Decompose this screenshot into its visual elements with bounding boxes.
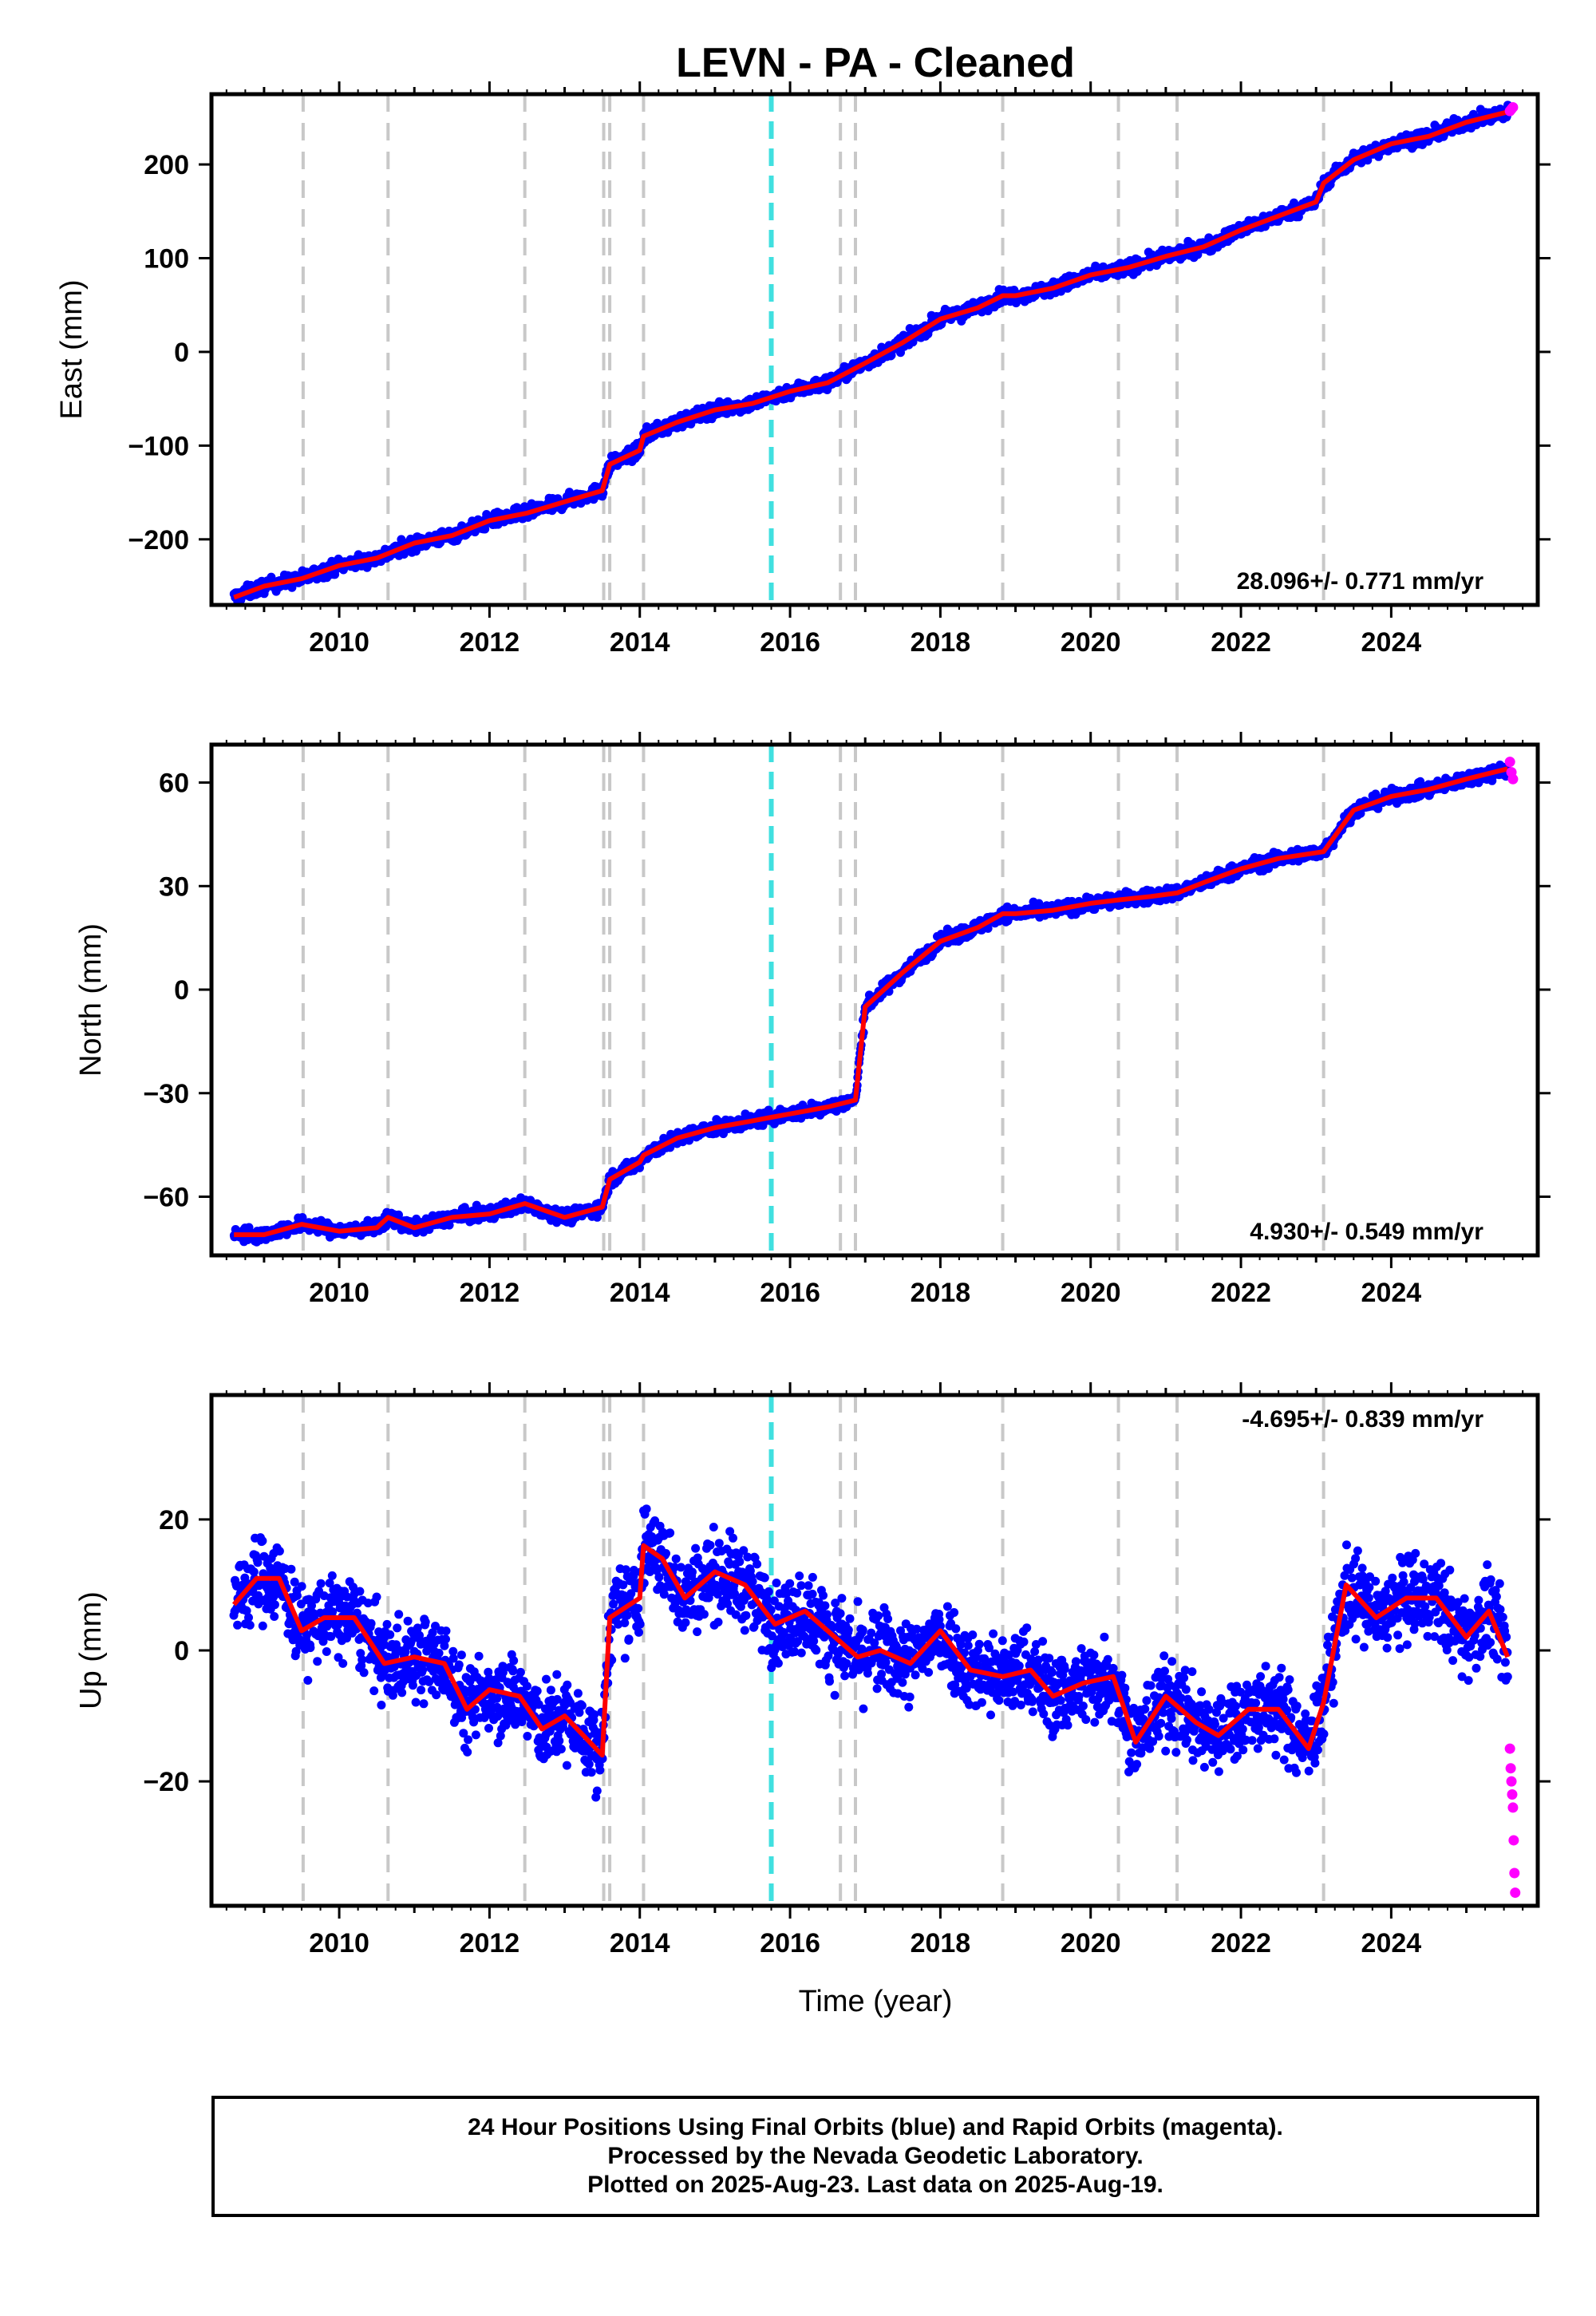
final-orbit-point <box>325 1579 334 1588</box>
panel-up: 2010 2012 2014 2016 2018 2020 2022 2024−20020Up… <box>74 1382 1551 1958</box>
final-orbit-point <box>394 1210 403 1219</box>
rapid-orbit-point <box>1507 773 1519 785</box>
x-tick-label: 2010 <box>309 627 369 658</box>
x-tick-label: 2012 <box>460 1278 520 1308</box>
x-tick-label: 2022 <box>1211 1278 1271 1308</box>
y-tick-label: −100 <box>128 431 189 461</box>
y-tick-label: 60 <box>159 769 189 799</box>
x-tick-label: 2020 <box>1061 627 1121 658</box>
y-tick-label: 100 <box>144 244 189 275</box>
panel-north: 2010 2012 2014 2016 2018 2020 2022 2024 −60 −30 0 3… <box>74 732 1551 1308</box>
plot-frame <box>209 742 1540 1258</box>
final-orbit-point <box>258 1536 267 1546</box>
final-orbit-point <box>233 1620 243 1630</box>
x-tick-label: 2018 <box>911 627 971 658</box>
final-orbit-point <box>302 1630 311 1640</box>
rate-label: 28.096+/- 0.771 mm/yr <box>1237 568 1484 595</box>
final-orbit-point <box>258 1621 267 1630</box>
y-tick-label: −60 <box>143 1182 189 1212</box>
y-tick-label: 0 <box>174 338 189 368</box>
y-tick-label: 30 <box>159 871 189 902</box>
plot-area <box>229 94 1519 605</box>
final-orbit-point <box>270 1600 279 1610</box>
x-tick-label: 2024 <box>1361 627 1422 658</box>
final-orbit-point <box>306 1643 315 1653</box>
final-orbit-point <box>259 1551 269 1561</box>
y-tick-label: 0 <box>174 975 189 1006</box>
final-orbit-point <box>270 1612 279 1621</box>
plot-area <box>229 745 1519 1255</box>
x-tick-label: 2020 <box>1061 1278 1121 1308</box>
final-orbit-point <box>290 1577 299 1587</box>
x-tick-label: 2024 <box>1361 1278 1422 1308</box>
final-orbit-point <box>249 1567 259 1577</box>
final-orbit-point <box>275 1547 284 1556</box>
x-tick-label: 2014 <box>610 1278 670 1308</box>
x-tick-label: 2016 <box>760 627 820 658</box>
x-tick-label: 2012 <box>460 627 520 658</box>
x-tick-label: 2018 <box>911 1278 971 1308</box>
final-orbit-point <box>297 1582 306 1591</box>
model-line <box>234 766 1509 1238</box>
rapid-orbit-point <box>1504 757 1515 768</box>
final-orbit-point <box>327 1571 337 1580</box>
final-orbit-point <box>292 1591 302 1600</box>
x-tick-label: 2010 <box>309 1278 369 1308</box>
final-orbit-point <box>326 1632 336 1642</box>
final-orbit-point <box>565 488 574 497</box>
y-tick-label: −200 <box>128 525 189 555</box>
plot-area <box>229 1395 1521 1906</box>
y-axis-label: East (mm) <box>55 279 89 419</box>
x-tick-label: 2016 <box>760 1278 820 1308</box>
rapid-orbit-point <box>1507 101 1519 113</box>
plot-frame <box>209 92 1540 607</box>
y-axis-label: North (mm) <box>74 923 108 1077</box>
final-orbit-point <box>253 1558 263 1567</box>
final-orbit-point <box>328 1607 338 1616</box>
model-line <box>233 109 1509 600</box>
final-orbit-point <box>303 1676 313 1685</box>
final-orbit-point <box>472 1200 481 1210</box>
panel-east: 2010 2012 2014 2016 2018 2020 2022 2024 −200 −100… <box>55 81 1551 658</box>
y-tick-label: −30 <box>143 1079 189 1109</box>
final-orbit-point <box>242 1606 251 1615</box>
final-orbit-point <box>307 1601 316 1611</box>
final-orbit-point <box>245 1620 255 1630</box>
final-orbit-point <box>313 1657 322 1666</box>
x-tick-label: 2014 <box>610 627 670 658</box>
final-orbit-point <box>316 1579 326 1588</box>
final-orbit-point <box>244 1613 253 1622</box>
final-orbit-point <box>286 1564 296 1574</box>
chart-title: LEVN - PA - Cleaned <box>676 40 1075 86</box>
x-tick-label: 2022 <box>1211 627 1271 658</box>
rate-label: 4.930+/- 0.549 mm/yr <box>1250 1219 1483 1245</box>
final-orbit-point <box>322 1647 331 1656</box>
y-tick-label: 200 <box>144 150 189 180</box>
